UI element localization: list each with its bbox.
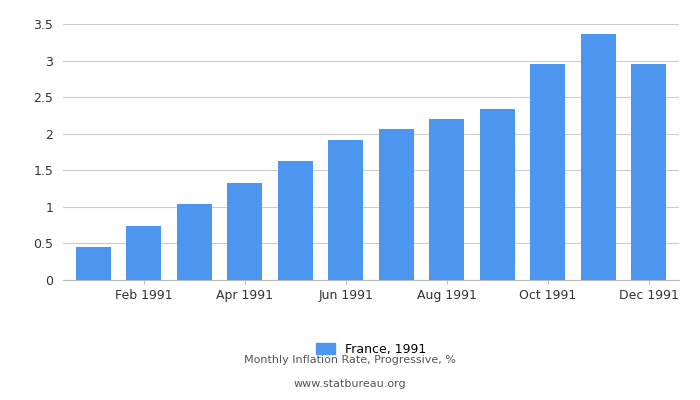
Bar (76, 247, 111, 280)
Bar (227, 183, 262, 280)
Text: www.statbureau.org: www.statbureau.org (294, 379, 406, 389)
Bar (429, 119, 464, 280)
Text: Monthly Inflation Rate, Progressive, %: Monthly Inflation Rate, Progressive, % (244, 355, 456, 365)
Bar (631, 64, 666, 280)
Bar (328, 140, 363, 280)
Bar (530, 64, 566, 280)
Bar (580, 34, 616, 280)
Bar (176, 204, 212, 280)
Legend: France, 1991: France, 1991 (316, 342, 426, 356)
Bar (379, 129, 414, 280)
Bar (278, 161, 313, 280)
Bar (126, 226, 162, 280)
Bar (480, 109, 515, 280)
